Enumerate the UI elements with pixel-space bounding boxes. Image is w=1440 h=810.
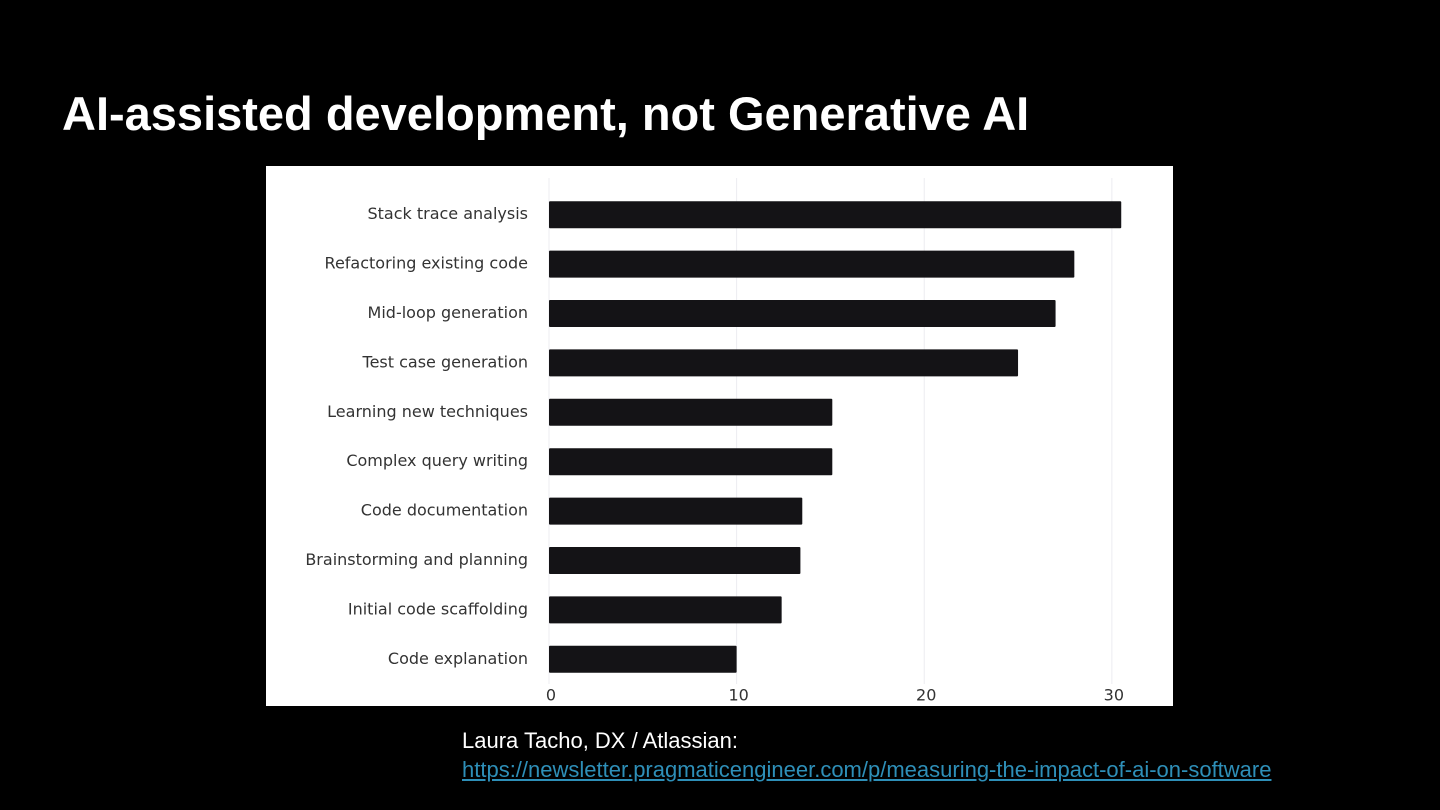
- bar: [549, 300, 1056, 327]
- bar: [549, 448, 833, 476]
- source-link[interactable]: https://newsletter.pragmaticengineer.com…: [462, 757, 1272, 782]
- bar: [549, 201, 1122, 229]
- x-tick-label: 10: [728, 686, 748, 705]
- y-tick-label: Code explanation: [388, 649, 528, 668]
- y-tick-label: Test case generation: [362, 352, 528, 371]
- x-tick-label: 20: [916, 686, 936, 705]
- bar: [549, 596, 782, 624]
- bar: [549, 349, 1019, 377]
- x-tick-label: 0: [546, 686, 556, 705]
- bar: [549, 250, 1075, 278]
- y-tick-label: Brainstorming and planning: [305, 550, 528, 569]
- y-tick-label: Learning new techniques: [327, 402, 528, 421]
- caption: Laura Tacho, DX / Atlassian:: [462, 728, 738, 753]
- bar: [549, 398, 833, 426]
- bar: [549, 497, 803, 525]
- chart: 0 10 20 30 Stack trace analysis Refactoring e…: [266, 166, 1173, 706]
- bar: [549, 547, 801, 574]
- y-tick-label: Mid-loop generation: [368, 303, 528, 322]
- y-tick-label: Complex query writing: [346, 451, 528, 470]
- y-tick-label: Refactoring existing code: [325, 254, 528, 273]
- y-tick-label: Initial code scaffolding: [348, 599, 528, 618]
- y-tick-label: Code documentation: [361, 501, 528, 520]
- slide-title: AI-assisted development, not Generative …: [62, 87, 1030, 140]
- chart-background: [266, 166, 1173, 706]
- y-tick-label: Stack trace analysis: [367, 204, 528, 223]
- bar: [549, 645, 737, 673]
- x-tick-label: 30: [1104, 686, 1124, 705]
